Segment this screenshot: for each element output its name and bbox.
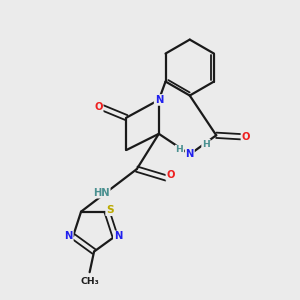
Text: HN: HN [93,188,110,198]
Text: O: O [242,132,250,142]
Text: N: N [154,95,163,105]
Text: H: H [202,140,210,148]
Text: N: N [186,149,194,159]
Text: S: S [106,205,114,215]
Text: O: O [94,102,103,112]
Text: H: H [176,146,183,154]
Text: N: N [64,231,73,241]
Text: N: N [114,231,122,241]
Text: O: O [167,170,175,180]
Text: CH₃: CH₃ [80,277,99,286]
